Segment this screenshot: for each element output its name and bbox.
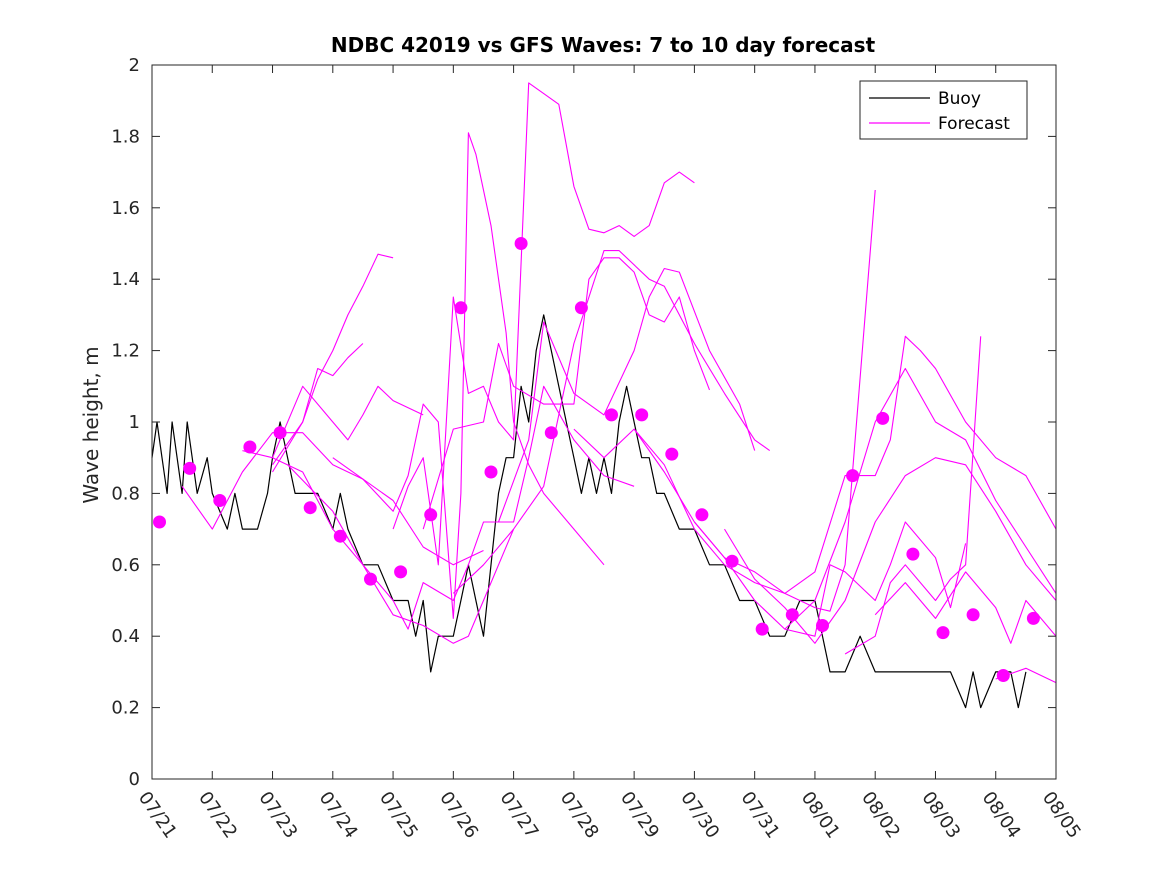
forecast-marker-13 <box>514 237 528 250</box>
forecast-marker-29 <box>996 669 1010 682</box>
y-tick-label: 0.8 <box>111 483 140 504</box>
forecast-series-line-10 <box>452 250 771 594</box>
x-tick-label: 08/04 <box>978 788 1025 843</box>
forecast-marker-18 <box>665 447 679 461</box>
x-tick-label: 07/26 <box>435 788 482 843</box>
legend-box <box>859 80 1028 140</box>
x-tick-label: 07/24 <box>315 788 362 843</box>
x-tick-label: 08/02 <box>857 788 904 843</box>
y-tick-label: 0.2 <box>111 698 140 719</box>
forecast-marker-11 <box>454 301 468 315</box>
x-tick-label: 07/27 <box>496 788 543 843</box>
forecast-marker-16 <box>605 408 618 422</box>
forecast-series-line-11 <box>497 267 756 523</box>
forecast-marker-26 <box>906 547 920 561</box>
x-tick-label: 07/22 <box>194 788 241 843</box>
forecast-marker-4 <box>243 440 257 454</box>
forecast-series-line-15 <box>724 457 1057 644</box>
legend: Buoy Forecast <box>859 80 1028 140</box>
y-tick-label: 1 <box>129 412 140 433</box>
forecast-marker-27 <box>936 626 950 640</box>
x-tick-label: 08/01 <box>797 788 844 843</box>
forecast-marker-15 <box>574 301 588 315</box>
x-tick-label: 07/29 <box>616 788 663 843</box>
forecast-marker-19 <box>695 508 709 522</box>
forecast-marker-25 <box>876 411 890 425</box>
forecast-series-line-6 <box>287 385 635 630</box>
forecast-marker-5 <box>273 426 287 440</box>
forecast-marker-28 <box>966 608 980 622</box>
forecast-marker-2 <box>183 461 197 475</box>
forecast-series-line-7 <box>332 132 605 619</box>
y-tick-label: 1.4 <box>111 269 140 290</box>
forecast-marker-3 <box>213 494 227 507</box>
forecast-marker-22 <box>785 608 799 622</box>
forecast-marker-12 <box>484 465 498 479</box>
x-tick-label: 08/05 <box>1038 788 1085 843</box>
y-tick-label: 1.6 <box>111 198 140 219</box>
legend-label-buoy: Buoy <box>938 89 981 109</box>
x-tick-label: 07/31 <box>737 788 784 843</box>
y-tick-label: 1.2 <box>111 341 140 362</box>
x-tick-label: 07/30 <box>676 788 723 843</box>
chart-title: NDBC 42019 vs GFS Waves: 7 to 10 day for… <box>331 33 876 57</box>
y-tick-label: 0.4 <box>111 626 140 647</box>
forecast-series-line-16 <box>784 521 967 637</box>
y-tick-label: 2 <box>129 55 140 76</box>
forecast-series-line-18 <box>874 571 1057 644</box>
forecast-marker-9 <box>394 565 408 579</box>
forecast-marker-8 <box>364 572 377 586</box>
forecast-marker-24 <box>846 469 860 483</box>
forecast-series-line-13 <box>633 335 1057 594</box>
y-axis-label: Wave height, m <box>79 346 103 503</box>
x-tick-label: 07/21 <box>134 788 181 843</box>
forecast-marker-30 <box>1026 611 1040 625</box>
forecast-marker-7 <box>333 529 347 543</box>
x-tick-label: 08/03 <box>917 788 964 843</box>
forecast-series-line-2 <box>272 343 364 473</box>
forecast-series-line-17 <box>844 336 982 655</box>
y-tick-label: 0.6 <box>111 555 140 576</box>
forecast-series-line-5 <box>242 450 515 644</box>
forecast-marker-23 <box>816 619 829 632</box>
forecast-marker-6 <box>303 501 317 515</box>
forecast-series-line-8 <box>392 82 695 566</box>
forecast-marker-20 <box>725 554 739 568</box>
plot-area <box>151 82 1057 709</box>
forecast-marker-10 <box>424 508 438 522</box>
forecast-series-line-9 <box>422 257 711 530</box>
buoy-series-line <box>151 314 1027 709</box>
forecast-marker-14 <box>544 426 558 440</box>
forecast-marker-17 <box>635 408 649 422</box>
x-tick-label: 07/28 <box>556 788 603 843</box>
y-tick-label: 1.8 <box>111 126 140 147</box>
x-tick-label: 07/25 <box>375 788 422 843</box>
axes: 0 0.2 0.4 0.6 0.8 1 1.2 1.4 1.6 1.8 2 07/21 07/22 07/… <box>111 55 1085 842</box>
y-tick-label: 0 <box>129 769 140 790</box>
forecast-series-line-14 <box>693 367 1057 630</box>
legend-label-forecast: Forecast <box>938 114 1010 134</box>
forecast-series-line-3 <box>271 385 424 458</box>
forecast-series-line-12 <box>573 189 876 612</box>
forecast-series-line-4 <box>181 432 484 566</box>
x-tick-label: 07/23 <box>254 788 301 843</box>
forecast-marker-21 <box>755 622 769 636</box>
forecast-marker-1 <box>153 515 166 529</box>
